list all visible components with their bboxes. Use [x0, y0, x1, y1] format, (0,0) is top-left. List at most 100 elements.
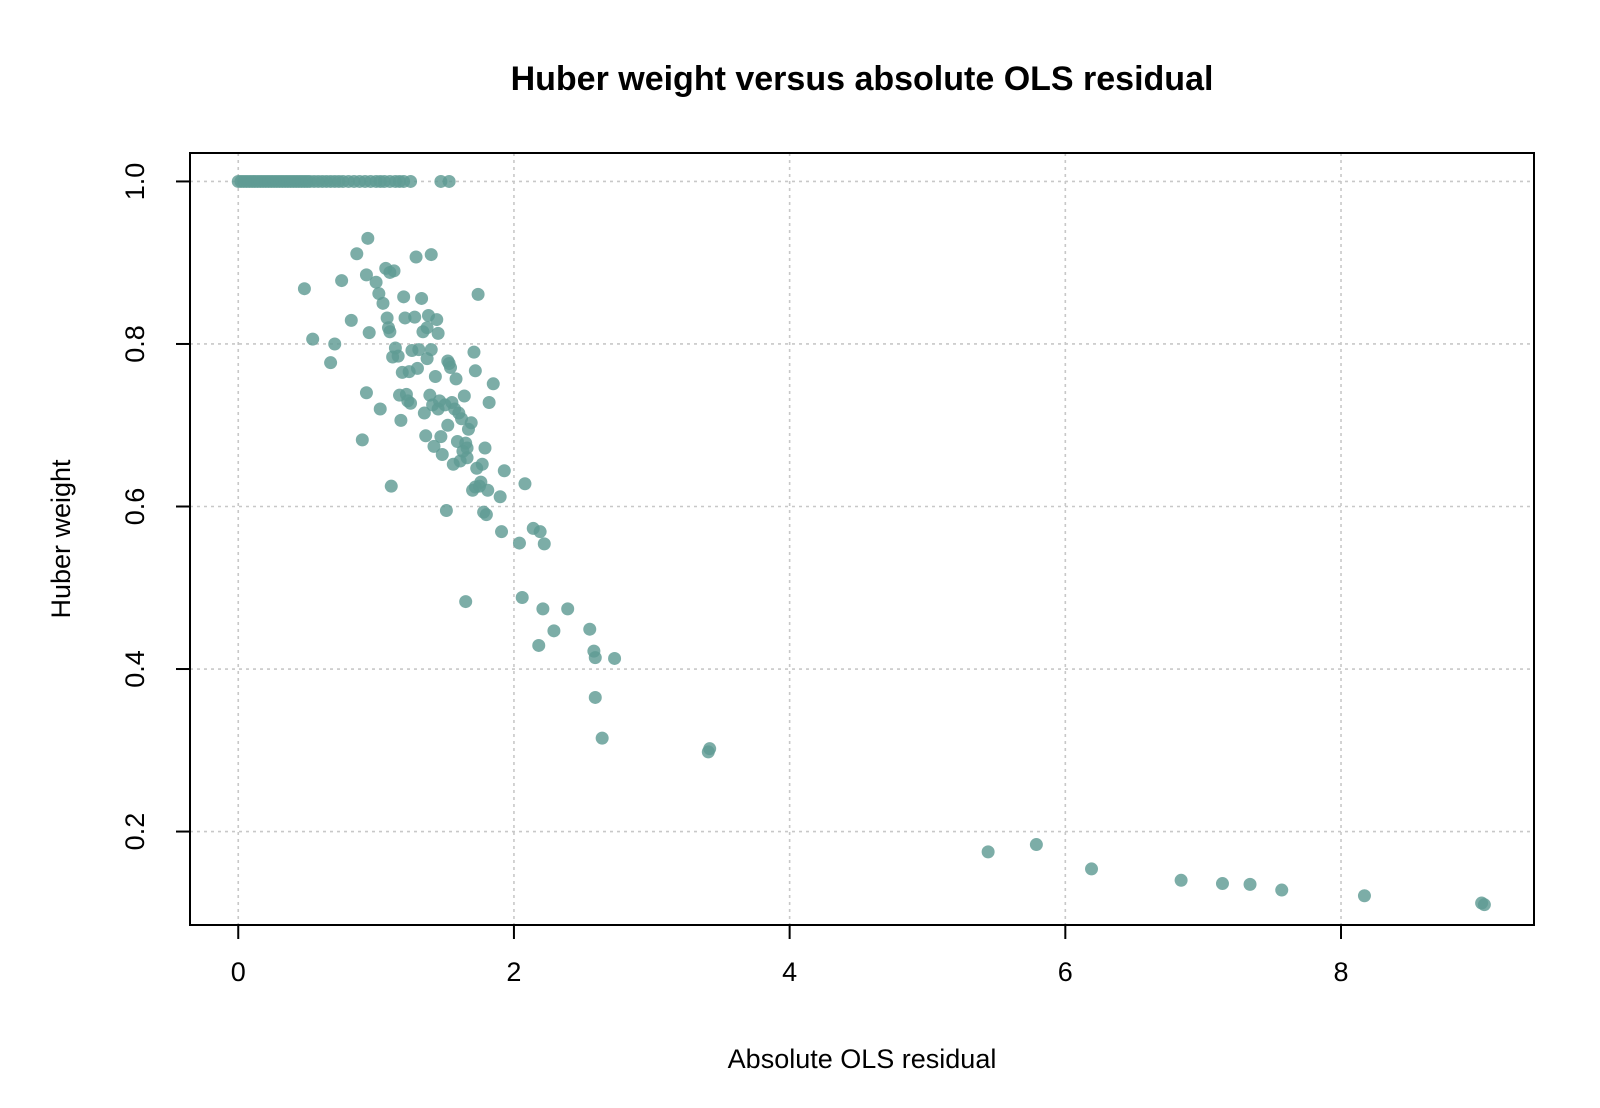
data-point	[1029, 838, 1043, 852]
data-point	[419, 429, 433, 443]
chart-title: Huber weight versus absolute OLS residua…	[511, 60, 1214, 98]
data-point	[442, 174, 456, 188]
data-point	[547, 624, 561, 638]
data-point	[420, 321, 434, 335]
data-point	[459, 595, 473, 609]
x-tick-label: 2	[506, 957, 521, 987]
data-point	[423, 388, 437, 402]
data-point	[383, 325, 397, 339]
data-point	[394, 413, 408, 427]
data-point	[468, 364, 482, 378]
data-point	[479, 508, 493, 522]
data-point	[430, 313, 444, 327]
data-point	[583, 622, 597, 636]
y-tick-label: 0.4	[120, 650, 150, 688]
data-point	[486, 377, 500, 391]
data-point	[359, 268, 373, 282]
data-point	[703, 742, 717, 756]
data-point	[361, 231, 375, 245]
data-point	[373, 402, 387, 416]
data-point	[384, 479, 398, 493]
data-point	[355, 433, 369, 447]
data-point	[412, 343, 426, 357]
data-point	[536, 602, 550, 616]
y-tick-label: 0.2	[120, 813, 150, 851]
data-point	[427, 439, 441, 453]
data-point	[1477, 898, 1491, 912]
data-point	[335, 274, 349, 288]
data-point	[478, 441, 492, 455]
data-point	[481, 483, 495, 497]
data-point	[391, 349, 405, 363]
grid-lines	[190, 153, 1534, 925]
x-axis-label: Absolute OLS residual	[728, 1044, 997, 1074]
data-point	[424, 248, 438, 262]
data-point	[404, 174, 418, 188]
data-point	[328, 337, 342, 351]
data-point	[482, 395, 496, 409]
data-point	[398, 311, 412, 325]
y-tick-label: 0.6	[120, 488, 150, 526]
data-point	[404, 396, 418, 410]
data-point	[444, 361, 458, 375]
data-point	[460, 451, 474, 465]
data-point	[512, 536, 526, 550]
data-point	[561, 602, 575, 616]
data-point	[1174, 873, 1188, 887]
data-point	[441, 418, 455, 432]
data-point	[1357, 889, 1371, 903]
data-point	[306, 332, 320, 346]
data-point	[344, 313, 358, 327]
data-point	[324, 356, 338, 370]
plot-frame	[189, 152, 1535, 926]
data-point	[424, 343, 438, 357]
data-point	[408, 310, 422, 324]
x-tick-label: 6	[1058, 957, 1073, 987]
data-point	[518, 477, 532, 491]
data-point	[1085, 862, 1099, 876]
data-point	[449, 372, 463, 386]
data-point	[471, 287, 485, 301]
data-point	[359, 386, 373, 400]
data-point	[297, 282, 311, 296]
data-point	[981, 845, 995, 859]
data-point	[362, 326, 376, 340]
data-point	[369, 275, 383, 289]
x-tick-label: 0	[231, 957, 246, 987]
x-tick-label: 4	[782, 957, 797, 987]
data-point	[435, 447, 449, 461]
axes: 0 2 4 6 8 0.2 0.4 0.6 0.8 1.0	[120, 163, 1349, 987]
data-point	[533, 525, 547, 539]
y-tick-label: 0.8	[120, 325, 150, 363]
data-point	[434, 430, 448, 444]
data-point	[1275, 883, 1289, 897]
data-point	[372, 287, 386, 301]
x-tick-label: 8	[1333, 957, 1348, 987]
data-point	[467, 345, 481, 359]
data-point	[515, 591, 529, 605]
data-point	[380, 311, 394, 325]
y-tick-label: 1.0	[120, 163, 150, 201]
data-point	[493, 490, 507, 504]
data-point	[464, 416, 478, 430]
data-point	[608, 651, 622, 665]
data-point	[410, 361, 424, 375]
data-point	[475, 457, 489, 471]
data-point	[431, 326, 445, 340]
data-point	[588, 690, 602, 704]
data-points	[231, 174, 1491, 912]
data-point	[495, 525, 509, 539]
data-point	[417, 406, 431, 420]
data-point	[409, 250, 423, 264]
data-point	[1243, 877, 1257, 891]
data-point	[595, 731, 609, 745]
data-point	[415, 291, 429, 305]
data-point	[1215, 877, 1229, 891]
data-point	[428, 369, 442, 383]
data-point	[350, 247, 364, 261]
data-point	[588, 651, 602, 665]
data-point	[532, 638, 546, 652]
y-axis-label: Huber weight	[46, 459, 76, 619]
data-point	[460, 441, 474, 455]
